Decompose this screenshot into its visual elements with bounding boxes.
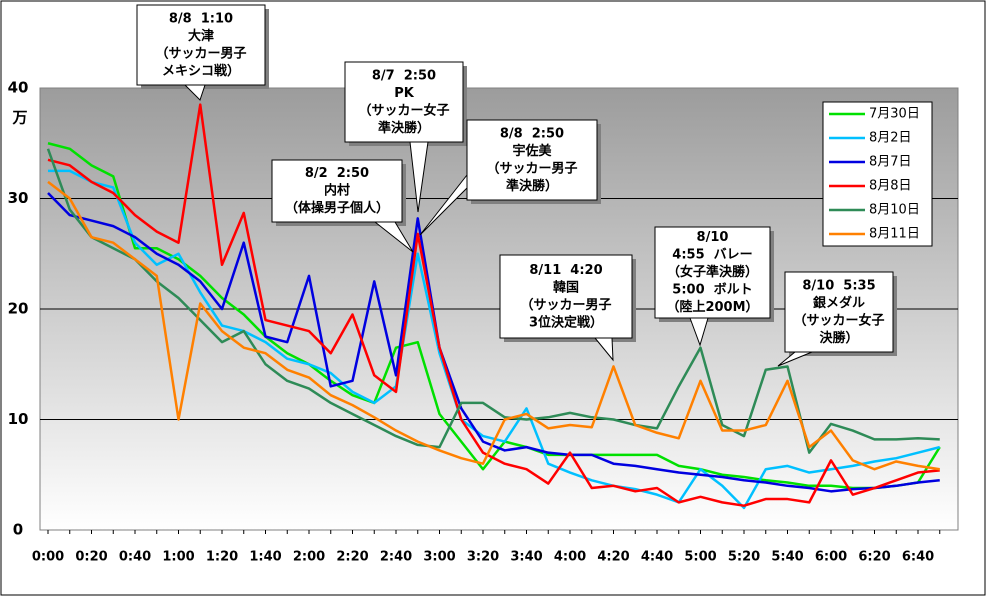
callout-text: 銀メダル (813, 295, 865, 311)
y-tick-label: 0 (13, 521, 23, 539)
y-tick-label: 10 (8, 410, 29, 428)
callout-text: メキシコ戦） (162, 63, 240, 79)
x-tick-label: 3:20 (467, 550, 499, 565)
callout-text: 8/7 2:50 (372, 68, 436, 83)
callout-text: （体操男子個人） (285, 200, 389, 216)
x-tick-label: 2:20 (336, 550, 368, 565)
callout-text: 5:00 ボルト (672, 282, 752, 298)
legend-label: 8月10日 (869, 203, 920, 218)
callout-text: 4:55 バレー (672, 248, 752, 263)
callout-box (136, 4, 266, 86)
x-tick-label: 4:40 (641, 550, 673, 565)
callout-text: 準決勝） (506, 178, 558, 194)
x-tick-label: 5:20 (728, 550, 760, 565)
x-tick-label: 6:20 (858, 550, 890, 565)
y-tick-label: 20 (8, 300, 29, 318)
x-tick-label: 1:00 (162, 550, 194, 565)
x-tick-label: 2:40 (380, 550, 412, 565)
y-tick-label: 40 (8, 79, 29, 97)
x-tick-label: 1:20 (206, 550, 238, 565)
callout-text: 8/11 4:20 (529, 263, 602, 278)
callout-text: 8/10 (697, 230, 729, 245)
callout-text: （陸上200M） (666, 299, 758, 315)
series-line (47, 192, 940, 493)
x-tick-label: 0:20 (75, 550, 107, 565)
callout-text: 8/8 1:10 (169, 11, 233, 26)
callout-text: 韓国 (553, 279, 579, 295)
y-tick-label: 30 (8, 189, 29, 207)
callout-box (499, 254, 633, 339)
legend-box (822, 101, 933, 247)
series-line (47, 180, 940, 471)
x-tick-label: 1:40 (249, 550, 281, 565)
callout-box (784, 271, 894, 353)
callout-box (344, 61, 464, 143)
callout-box (654, 226, 771, 319)
callout-text: 内村 (324, 183, 350, 199)
x-tick-label: 5:00 (684, 550, 716, 565)
callout-box (466, 119, 598, 201)
callout-box (271, 159, 403, 223)
callout-text: 準決勝） (378, 120, 430, 136)
y-unit: 万 (11, 109, 27, 127)
callout-text: （サッカー女子 (358, 102, 449, 118)
x-tick-label: 6:00 (815, 550, 847, 565)
series-line (47, 103, 940, 507)
series-line (47, 142, 941, 490)
legend-label: 8月11日 (869, 227, 920, 242)
callout-text: （サッカー男子 (155, 45, 246, 61)
callout-text: 決勝） (819, 330, 858, 346)
legend-label: 8月7日 (869, 155, 912, 170)
legend-label: 8月8日 (869, 179, 912, 194)
callout-text: 大津 (188, 28, 214, 44)
callout-text: （サッカー男子 (520, 297, 611, 313)
x-tick-label: 0:00 (32, 550, 64, 565)
callout-text: 8/2 2:50 (305, 166, 369, 181)
x-tick-label: 4:20 (597, 550, 629, 565)
x-tick-label: 4:00 (554, 550, 586, 565)
callout-text: 8/8 2:50 (500, 126, 564, 141)
x-tick-label: 0:40 (119, 550, 151, 565)
callout-text: （女子準決勝） (667, 264, 758, 280)
x-tick-label: 5:40 (771, 550, 803, 565)
callout-text: 8/10 5:35 (802, 278, 875, 293)
callout-text: 3位決定戦） (529, 314, 603, 330)
callout-text: （サッカー女子 (793, 312, 884, 328)
callout-text: 宇佐美 (512, 143, 552, 159)
x-tick-label: 2:00 (293, 550, 325, 565)
legend-label: 7月30日 (869, 107, 920, 122)
callout-text: PK (394, 86, 415, 101)
callout-text: （サッカー男子 (486, 160, 577, 176)
x-tick-label: 3:00 (423, 550, 455, 565)
legend-label: 8月2日 (869, 131, 912, 146)
x-tick-label: 3:40 (510, 550, 542, 565)
x-tick-label: 6:40 (902, 550, 934, 565)
